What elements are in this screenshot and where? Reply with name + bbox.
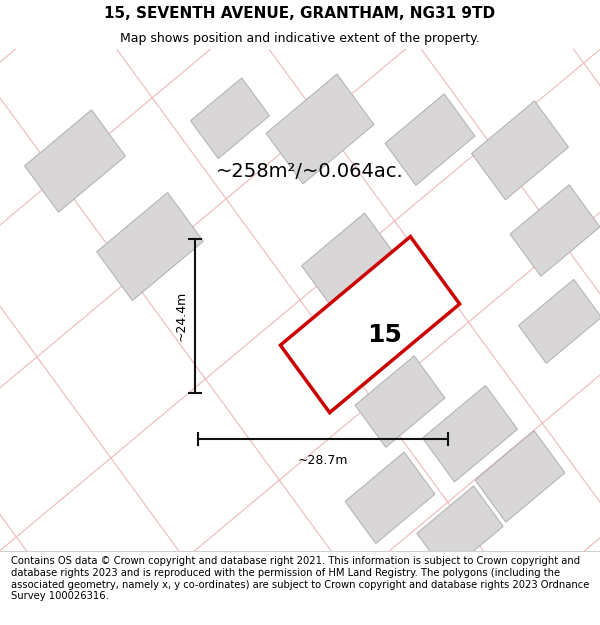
Text: ~258m²/~0.064ac.: ~258m²/~0.064ac. bbox=[216, 162, 404, 181]
Polygon shape bbox=[25, 110, 125, 212]
Text: ~24.4m: ~24.4m bbox=[175, 291, 187, 341]
Text: Map shows position and indicative extent of the property.: Map shows position and indicative extent… bbox=[120, 31, 480, 44]
Polygon shape bbox=[472, 101, 568, 200]
Polygon shape bbox=[345, 452, 435, 544]
Text: 15, SEVENTH AVENUE, GRANTHAM, NG31 9TD: 15, SEVENTH AVENUE, GRANTHAM, NG31 9TD bbox=[104, 6, 496, 21]
Polygon shape bbox=[355, 356, 445, 447]
Polygon shape bbox=[385, 94, 475, 186]
Text: ~28.7m: ~28.7m bbox=[298, 454, 348, 467]
Polygon shape bbox=[417, 486, 503, 574]
Polygon shape bbox=[302, 213, 398, 312]
Polygon shape bbox=[510, 185, 600, 276]
Text: 15: 15 bbox=[368, 323, 403, 348]
Text: Contains OS data © Crown copyright and database right 2021. This information is : Contains OS data © Crown copyright and d… bbox=[11, 556, 589, 601]
Polygon shape bbox=[475, 431, 565, 522]
Polygon shape bbox=[422, 386, 518, 482]
Polygon shape bbox=[97, 192, 203, 301]
Polygon shape bbox=[518, 279, 600, 363]
Polygon shape bbox=[266, 74, 374, 184]
Polygon shape bbox=[191, 78, 269, 159]
Polygon shape bbox=[280, 237, 460, 412]
